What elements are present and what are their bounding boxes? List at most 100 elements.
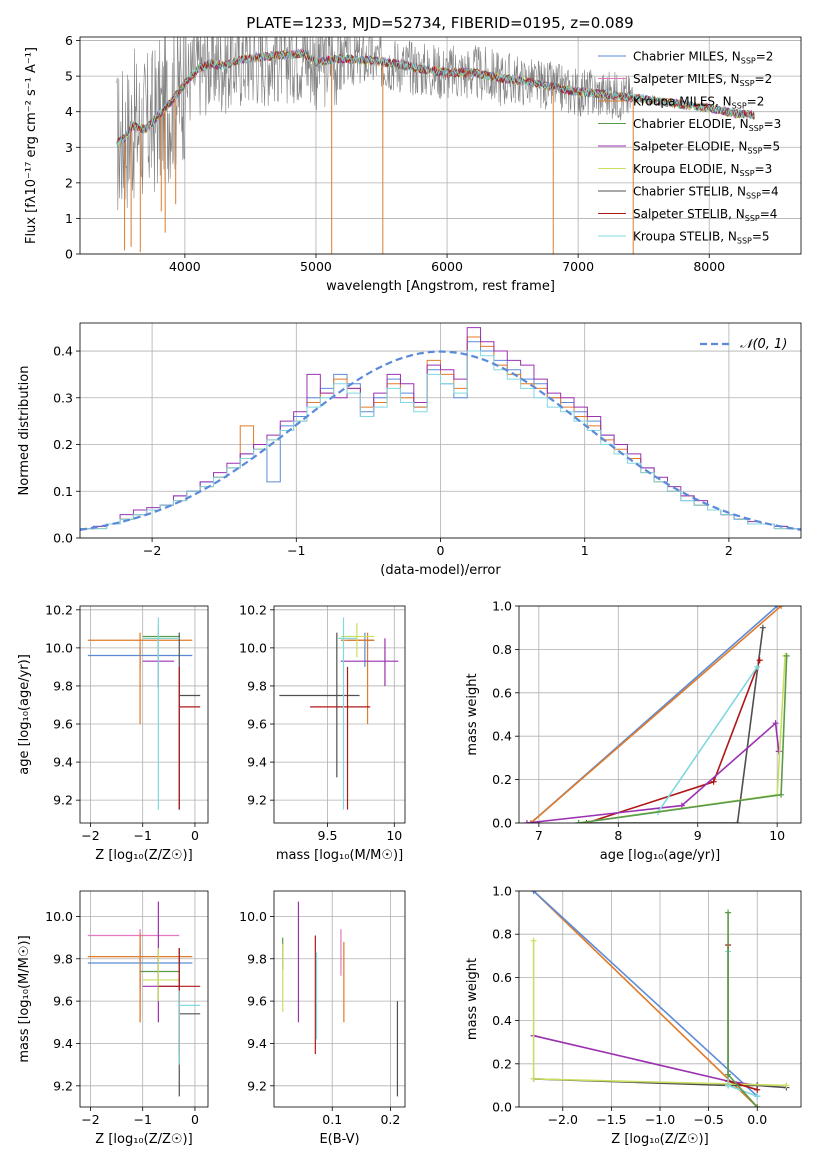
y-tick-label: 10.2: [239, 602, 267, 617]
weight-marker: [725, 1071, 732, 1078]
panel-mass-vs-EBV: 0.1 0.2 9.2 9.4 9.6 9.8 10.0 E(B-V): [239, 890, 406, 1147]
panel-age-vs-Z: −2 −1 0 9.2 9.4 9.6 9.8 10.0 10.2 Z [log₁₀(Z/Z☉)]…: [17, 602, 209, 863]
plot-area: [279, 617, 399, 810]
weight-marker: [725, 909, 732, 916]
y-tick-label: 1: [65, 211, 73, 226]
weight-marker: [783, 1082, 790, 1089]
weight-marker: [523, 820, 530, 823]
y-tick-label: 0.1: [53, 484, 73, 499]
y-tick-label: 0.2: [492, 772, 512, 787]
panel-mass-vs-Z: −2 −1 0 9.2 9.4 9.6 9.8 10.0 Z [log₁₀(Z/Z☉)] mass…: [17, 890, 209, 1147]
weight-marker: [778, 791, 785, 798]
legend-label: Salpeter STELIB, NSSP=4: [633, 207, 777, 223]
x-axis-label: Z [log₁₀(Z/Z☉)]: [611, 1132, 708, 1147]
y-tick-label: 0.8: [492, 927, 512, 942]
x-tick-label: 9: [694, 828, 702, 843]
x-tick-label: 10: [386, 828, 402, 843]
y-axis-label: mass weight: [465, 673, 480, 755]
x-axis-label: Z [log₁₀(Z/Z☉)]: [95, 1132, 192, 1147]
weight-line-salpeter-stelib: [586, 660, 761, 823]
plot-area: [116, 37, 755, 254]
gridlines: [80, 606, 208, 823]
y-tick-label: 9.4: [53, 755, 73, 770]
axes-frame: [518, 605, 802, 824]
panel-mass-weight-vs-age: 7 8 9 10 0.0 0.2 0.4 0.6 0.8 1.0 age [log₁₀(age/yr…: [465, 599, 802, 863]
y-tick-label: 9.2: [53, 1078, 73, 1093]
y-tick-label: 0.4: [492, 1013, 512, 1028]
y-tick-label: 10.2: [45, 602, 73, 617]
x-tick-label: 5000: [300, 259, 332, 274]
weight-marker: [754, 1104, 761, 1107]
x-tick-label: −1: [133, 1112, 151, 1127]
y-axis-label: mass weight: [465, 958, 480, 1040]
legend: Chabrier MILES, NSSP=2 Salpeter MILES, NS…: [598, 50, 781, 246]
y-tick-label: 9.6: [247, 994, 267, 1009]
weight-marker: [527, 820, 534, 823]
y-tick-label: 0: [65, 247, 73, 262]
y-tick-label: 0.6: [492, 970, 512, 985]
y-tick-label: 9.8: [53, 678, 73, 693]
y-tick-label: 9.2: [247, 1078, 267, 1093]
gridlines: [274, 891, 405, 1107]
x-tick-label: 8: [614, 828, 622, 843]
x-tick-label: 1: [581, 543, 589, 558]
legend-label: Kroupa STELIB, NSSP=5: [633, 230, 770, 246]
x-tick-label: 2: [725, 543, 733, 558]
y-tick-label: 9.6: [247, 717, 267, 732]
legend-label: Chabrier ELODIE, NSSP=3: [633, 117, 781, 133]
weight-marker: [530, 891, 537, 894]
gridlines: [519, 605, 801, 824]
panel-age-vs-mass: 9.5 10 9.2 9.4 9.6 9.8 10.0 10.2 mass [log₁₀(M/M…: [239, 602, 406, 863]
weight-marker: [754, 1086, 761, 1093]
weight-marker: [583, 820, 590, 823]
y-axis-label: Normed distribution: [17, 366, 32, 496]
weight-marker: [759, 624, 766, 631]
x-tick-label: −0.5: [693, 1112, 723, 1127]
y-tick-label: 1.0: [492, 599, 512, 614]
x-tick-label: 7000: [562, 259, 594, 274]
plot-area: [87, 617, 201, 810]
y-tick-label: 9.2: [53, 793, 73, 808]
y-tick-label: 9.8: [247, 951, 267, 966]
y-tick-label: 9.6: [53, 717, 73, 732]
x-axis-label: age [log₁₀(age/yr)]: [600, 848, 721, 863]
y-tick-label: 10.0: [45, 909, 73, 924]
panel-mass-weight-vs-Z: −2.0 −1.5 −1.0 −0.5 0.0 0.0 0.2 0.4 0.6 0.8 1.0 Z […: [465, 884, 802, 1147]
y-tick-label: 2: [65, 175, 73, 190]
axes-frame: [79, 890, 209, 1108]
y-tick-label: 4: [65, 104, 73, 119]
x-axis-label: wavelength [Angstrom, rest frame]: [326, 279, 555, 294]
weight-line-kroupa-miles: [530, 606, 782, 823]
x-tick-label: −2: [81, 828, 99, 843]
plot-area: [80, 327, 801, 531]
y-tick-label: 9.4: [247, 755, 267, 770]
x-tick-label: 6000: [431, 259, 463, 274]
weight-line-chabrier-miles: [533, 891, 758, 1097]
x-axis-label: (data-model)/error: [380, 563, 501, 578]
y-tick-label: 10.0: [239, 640, 267, 655]
weight-line-salpeter-elodie: [526, 721, 780, 823]
x-tick-label: 0: [191, 1112, 199, 1127]
y-tick-label: 6: [65, 33, 73, 48]
y-axis-label: Flux [fλ10⁻¹⁷ erg cm⁻² s⁻¹ A⁻¹]: [24, 47, 39, 244]
y-tick-label: 0.4: [53, 344, 73, 359]
weight-marker: [778, 606, 785, 609]
x-tick-label: 7: [535, 828, 543, 843]
x-tick-label: −2: [143, 543, 161, 558]
x-tick-label: 0.0: [747, 1112, 767, 1127]
x-tick-label: 4000: [169, 259, 201, 274]
x-tick-label: −2: [81, 1112, 99, 1127]
y-tick-label: 10.0: [239, 909, 267, 924]
legend-label: 𝒩(0, 1): [740, 337, 787, 352]
legend-label: Chabrier MILES, NSSP=2: [633, 50, 773, 66]
x-axis-label: mass [log₁₀(M/M☉)]: [276, 848, 403, 863]
y-tick-label: 10.0: [45, 640, 73, 655]
x-tick-label: −2.0: [548, 1112, 578, 1127]
figure-title: PLATE=1233, MJD=52734, FIBERID=0195, z=0…: [246, 14, 633, 32]
plot-area: [87, 901, 201, 1097]
axes-frame: [273, 605, 406, 824]
legend-label: Salpeter ELODIE, NSSP=5: [633, 140, 780, 156]
legend-label: Salpeter MILES, NSSP=2: [633, 72, 772, 88]
hist-kroupa-stelib: [80, 350, 801, 530]
